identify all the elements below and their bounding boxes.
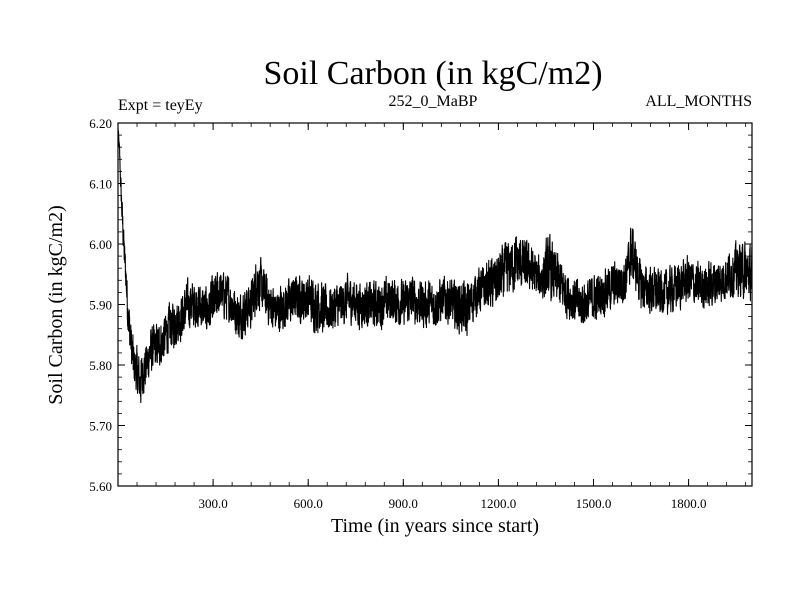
- y-tick-label: 6.00: [89, 237, 112, 252]
- x-tick-label: 900.0: [389, 496, 418, 511]
- period-label: 252_0_MaBP: [389, 93, 478, 110]
- x-axis-label: Time (in years since start): [331, 515, 539, 537]
- y-tick-label: 5.80: [89, 358, 112, 373]
- months-label: ALL_MONTHS: [645, 93, 752, 110]
- chart-title: Soil Carbon (in kgC/m2): [263, 55, 602, 92]
- plot-frame: [117, 122, 753, 487]
- x-tick-label: 1500.0: [576, 496, 612, 511]
- x-tick-label: 600.0: [294, 496, 323, 511]
- series-line-soil-carbon: [117, 127, 753, 404]
- y-tick-label: 6.10: [89, 177, 112, 192]
- x-tick-label: 1800.0: [671, 496, 707, 511]
- experiment-label: Expt = teyEy: [118, 97, 203, 114]
- y-tick-label: 5.90: [89, 298, 112, 313]
- series-layer: [117, 127, 753, 404]
- x-tick-label: 300.0: [198, 496, 227, 511]
- y-tick-label: 6.20: [89, 116, 112, 131]
- y-axis-label: Soil Carbon (in kgC/m2): [45, 205, 67, 404]
- y-tick-label: 5.70: [89, 419, 112, 434]
- y-tick-label: 5.60: [89, 479, 112, 494]
- x-tick-label: 1200.0: [481, 496, 517, 511]
